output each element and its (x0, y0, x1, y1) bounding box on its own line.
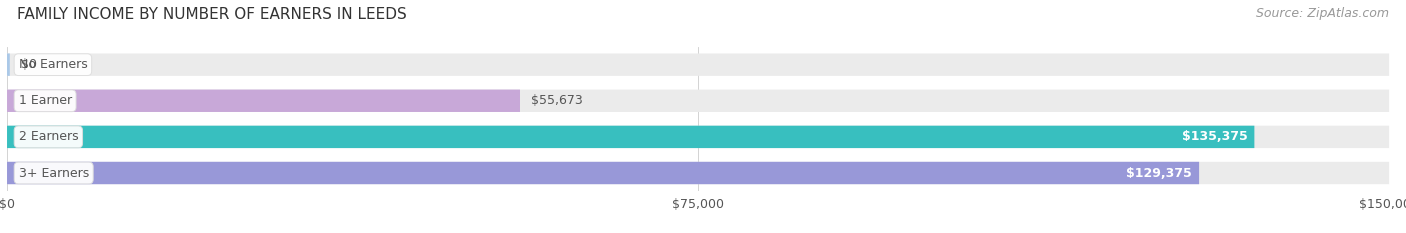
Text: 2 Earners: 2 Earners (18, 130, 79, 143)
Text: 1 Earner: 1 Earner (18, 94, 72, 107)
Text: 3+ Earners: 3+ Earners (18, 167, 89, 179)
FancyBboxPatch shape (7, 162, 1199, 184)
Text: $135,375: $135,375 (1181, 130, 1247, 143)
FancyBboxPatch shape (7, 126, 1254, 148)
FancyBboxPatch shape (7, 89, 520, 112)
Text: $0: $0 (21, 58, 37, 71)
Text: FAMILY INCOME BY NUMBER OF EARNERS IN LEEDS: FAMILY INCOME BY NUMBER OF EARNERS IN LE… (17, 7, 406, 22)
FancyBboxPatch shape (7, 126, 1389, 148)
Text: $55,673: $55,673 (531, 94, 583, 107)
Text: No Earners: No Earners (18, 58, 87, 71)
FancyBboxPatch shape (7, 53, 1389, 76)
Text: Source: ZipAtlas.com: Source: ZipAtlas.com (1256, 7, 1389, 20)
Text: $129,375: $129,375 (1126, 167, 1192, 179)
FancyBboxPatch shape (7, 53, 10, 76)
FancyBboxPatch shape (7, 89, 1389, 112)
FancyBboxPatch shape (7, 162, 1389, 184)
